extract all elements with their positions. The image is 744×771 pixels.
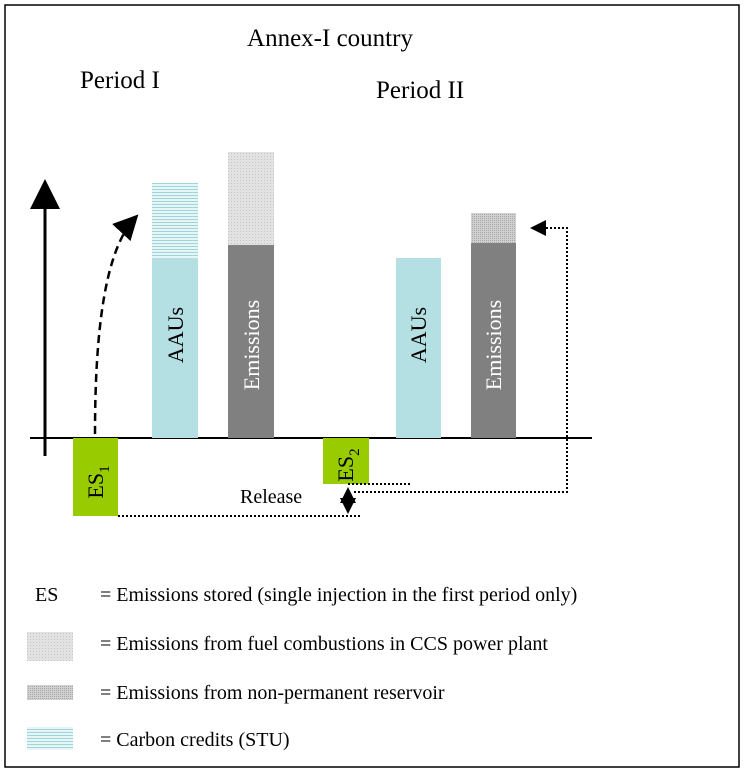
stored-subscript: 2 bbox=[347, 448, 363, 456]
legend-swatch bbox=[27, 727, 73, 750]
legend-swatch bbox=[27, 685, 73, 700]
stored-bar bbox=[323, 438, 369, 484]
legend-text: = Emissions from fuel combustions in CCS… bbox=[100, 633, 548, 655]
release-path bbox=[354, 220, 568, 493]
stored-symbol: ES bbox=[83, 473, 108, 499]
stored-subscript: 1 bbox=[97, 465, 113, 473]
release-label: Release bbox=[240, 486, 302, 508]
period-label: Period II bbox=[376, 77, 464, 104]
bar-label: Emissions bbox=[239, 300, 264, 390]
legend-symbol: ES bbox=[35, 584, 58, 606]
frame bbox=[4, 4, 740, 768]
bar-label: AAUs bbox=[163, 307, 188, 363]
bar-label: AAUs bbox=[406, 307, 431, 363]
fuel-emissions bbox=[228, 152, 274, 245]
legend-text: = Emissions from non-permanent reservoir bbox=[100, 682, 445, 704]
bar-label: Emissions bbox=[481, 300, 506, 390]
stored-symbol: ES bbox=[333, 456, 358, 482]
aau-bar bbox=[396, 258, 441, 438]
period-label: Period I bbox=[80, 67, 160, 94]
legend-swatch bbox=[27, 632, 73, 661]
reservoir-emissions bbox=[471, 213, 516, 243]
title: Annex-I country bbox=[247, 25, 413, 52]
transfer-arrow bbox=[93, 214, 139, 435]
legend-text: = Emissions stored (single injection in … bbox=[100, 584, 577, 606]
legend-text: = Carbon credits (STU) bbox=[100, 729, 290, 751]
carbon-credits bbox=[152, 183, 198, 258]
emissions-bar bbox=[228, 245, 274, 438]
emissions-bar bbox=[471, 243, 516, 438]
stored-label: ES1 bbox=[83, 465, 113, 498]
aau-bar bbox=[152, 258, 198, 438]
stored-bar bbox=[73, 438, 118, 516]
stored-label: ES2 bbox=[333, 448, 363, 481]
